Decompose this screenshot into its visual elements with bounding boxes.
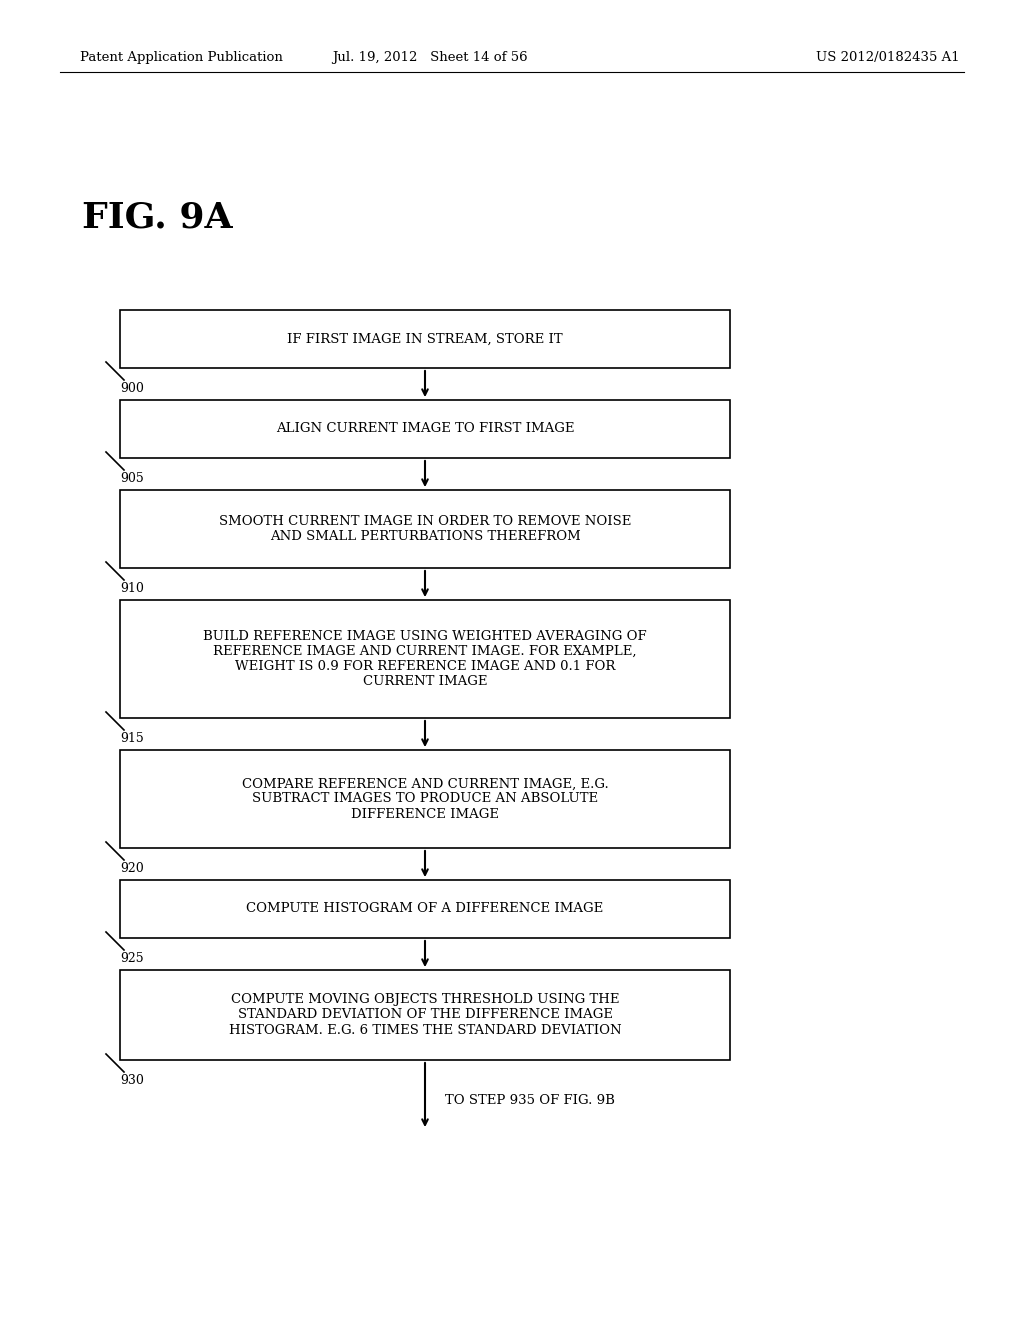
Bar (120, 400, 730, 458)
Text: Patent Application Publication: Patent Application Publication (80, 51, 283, 65)
Text: FIG. 9A: FIG. 9A (82, 201, 232, 234)
Text: 915: 915 (120, 733, 143, 744)
Text: IF FIRST IMAGE IN STREAM, STORE IT: IF FIRST IMAGE IN STREAM, STORE IT (287, 333, 563, 346)
Text: 900: 900 (120, 381, 144, 395)
Text: 920: 920 (120, 862, 143, 875)
Text: 930: 930 (120, 1074, 144, 1086)
Text: COMPARE REFERENCE AND CURRENT IMAGE, E.G.
SUBTRACT IMAGES TO PRODUCE AN ABSOLUTE: COMPARE REFERENCE AND CURRENT IMAGE, E.G… (242, 777, 608, 821)
Bar (120, 490, 730, 568)
Text: COMPUTE MOVING OBJECTS THRESHOLD USING THE
STANDARD DEVIATION OF THE DIFFERENCE : COMPUTE MOVING OBJECTS THRESHOLD USING T… (228, 994, 622, 1036)
Text: SMOOTH CURRENT IMAGE IN ORDER TO REMOVE NOISE
AND SMALL PERTURBATIONS THEREFROM: SMOOTH CURRENT IMAGE IN ORDER TO REMOVE … (219, 515, 631, 543)
Bar (120, 601, 730, 718)
Text: COMPUTE HISTOGRAM OF A DIFFERENCE IMAGE: COMPUTE HISTOGRAM OF A DIFFERENCE IMAGE (247, 903, 603, 916)
Text: ALIGN CURRENT IMAGE TO FIRST IMAGE: ALIGN CURRENT IMAGE TO FIRST IMAGE (275, 422, 574, 436)
Text: 910: 910 (120, 582, 144, 595)
Text: US 2012/0182435 A1: US 2012/0182435 A1 (816, 51, 961, 65)
Bar (120, 750, 730, 847)
Text: TO STEP 935 OF FIG. 9B: TO STEP 935 OF FIG. 9B (445, 1093, 614, 1106)
Bar (120, 880, 730, 939)
Text: BUILD REFERENCE IMAGE USING WEIGHTED AVERAGING OF
REFERENCE IMAGE AND CURRENT IM: BUILD REFERENCE IMAGE USING WEIGHTED AVE… (203, 630, 647, 688)
Text: 905: 905 (120, 473, 143, 484)
Bar (120, 970, 730, 1060)
Text: 925: 925 (120, 952, 143, 965)
Bar (120, 310, 730, 368)
Text: Jul. 19, 2012   Sheet 14 of 56: Jul. 19, 2012 Sheet 14 of 56 (332, 51, 527, 65)
